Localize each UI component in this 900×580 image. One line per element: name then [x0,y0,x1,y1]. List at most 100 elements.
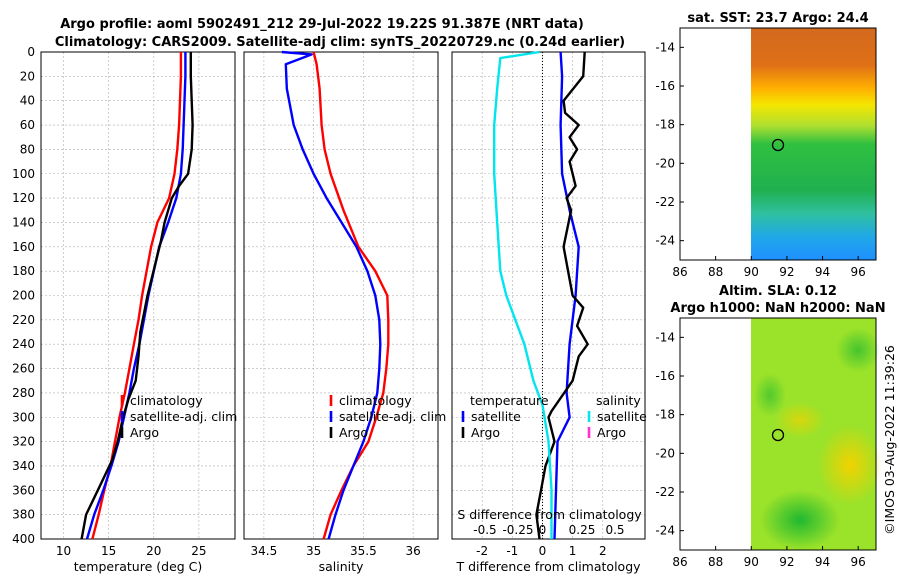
y-tick-label: 360 [12,483,35,497]
salinity-legend-item: climatology [339,393,412,408]
map-y-tick-label: -14 [655,330,675,344]
map-x-tick-label: 90 [744,555,759,569]
x-axis-label: T difference from climatology [455,559,641,574]
plot-frame [243,51,439,540]
difference-legend-item: satellite [471,409,521,424]
sla-anomaly-low [754,373,786,417]
map-y-tick-label: -22 [655,195,675,209]
y-tick-label: 280 [12,386,35,400]
salinity-panel: 34.5 35 35.5 36 salinity climatologysatellite… [243,50,446,574]
x-tick-label: -1 [506,544,518,558]
sst-map-title: sat. SST: 23.7 Argo: 24.4 [687,11,868,26]
sla-map: 86 88 90 92 94 96 -14 -16 -18 -20 -22 -24 [655,317,882,569]
difference-legend-item: Argo [597,425,626,440]
y-tick-label: 240 [12,337,35,351]
y-tick-label: 20 [20,69,35,83]
map-x-tick-label: 96 [851,555,866,569]
salinity-legend-item: Argo [339,425,368,440]
secondary-x-tick-label: 0.5 [605,523,624,537]
map-x-tick-label: 94 [815,265,830,279]
sla-argo-marker [771,428,785,442]
sla-map-title-line-2: Argo h1000: NaN h2000: NaN [670,301,885,316]
imos-timestamp: ©IMOS 03-Aug-2022 11:39:26 [882,345,897,535]
plot-frame [40,51,236,540]
x-tick-label: 34.5 [251,544,278,558]
map-y-tick-label: -24 [655,234,675,248]
y-tick-label: 0 [27,45,35,59]
map-x-tick-label: 88 [708,265,723,279]
salinity-legend-item: satellite-adj. clim [339,409,446,424]
map-y-tick-label: -22 [655,485,675,499]
difference-line-salinity-satellite [493,50,553,539]
y-tick-label: 380 [12,508,35,522]
map-y-tick-label: -20 [655,156,675,170]
x-tick-label: 25 [191,544,206,558]
x-tick-label: 10 [56,544,71,558]
x-axis-label: salinity [319,559,364,574]
x-tick-label: 35 [306,544,321,558]
difference-line-temperature-argo [535,51,589,540]
secondary-x-tick-label: 0 [539,523,547,537]
map-y-tick-label: -24 [655,524,675,538]
secondary-x-tick-label: -0.25 [502,523,533,537]
y-tick-label: 160 [12,240,35,254]
sla-anomaly-low [836,328,880,372]
sst-argo-marker [771,138,785,152]
map-x-tick-label: 92 [779,555,794,569]
difference-legend-item: Argo [471,425,500,440]
y-tick-label: 320 [12,435,35,449]
y-tick-label: 200 [12,289,35,303]
map-y-tick-label: -16 [655,79,675,93]
secondary-x-tick-label: 0.25 [569,523,596,537]
legend-title-temperature: temperature [470,393,549,408]
difference-line-temperature-satellite [553,51,580,540]
map-y-tick-label: -14 [655,40,675,54]
map-x-tick-label: 86 [672,265,687,279]
map-y-tick-label: -18 [655,408,675,422]
y-tick-label: 300 [12,410,35,424]
sla-anomaly-high [818,425,882,505]
y-tick-label: 340 [12,459,35,473]
x-tick-label: 36 [405,544,420,558]
map-x-tick-label: 88 [708,555,723,569]
plot-frame [451,51,646,540]
y-tick-label: 40 [20,94,35,108]
sst-map: 86 88 90 92 94 96 -14 -16 -18 -20 -22 -24 [655,27,877,279]
sst-map-frame [679,27,877,261]
map-x-tick-label: 86 [672,555,687,569]
map-y-tick-label: -20 [655,446,675,460]
map-x-tick-label: 94 [815,555,830,569]
sla-map-frame [679,317,877,551]
temperature-legend-item: satellite-adj. clim [130,409,237,424]
y-tick-label: 60 [20,118,35,132]
y-tick-label: 120 [12,191,35,205]
sla-map-title-line-1: Altim. SLA: 0.12 [719,284,837,299]
temperature-legend-item: Argo [130,425,159,440]
difference-legend-item: satellite [597,409,647,424]
temperature-line-argo [80,52,194,540]
y-tick-label: 400 [12,532,35,546]
x-tick-label: 0 [539,544,547,558]
temperature-panel: 0 20 40 60 80 100 120 140 160 180 200 220 240 260 280 3… [12,45,237,574]
map-y-tick-label: -16 [655,369,675,383]
difference-panel: -2 -1 0 1 2T difference from climatology S di… [451,50,647,574]
figure-title-line-2: Climatology: CARS2009. Satellite-adj cli… [55,35,625,50]
x-tick-label: 35.5 [350,544,377,558]
y-tick-label: 220 [12,313,35,327]
x-tick-label: 1 [569,544,577,558]
x-tick-label: 20 [146,544,161,558]
sla-anomaly-high [775,402,825,438]
figure-title-line-1: Argo profile: aoml 5902491_212 29-Jul-20… [60,17,584,32]
x-axis-label: temperature (deg C) [74,559,203,574]
x-tick-label: -2 [476,544,488,558]
y-tick-label: 260 [12,362,35,376]
y-tick-label: 140 [12,215,35,229]
salinity-line-satellite-adj-clim [281,50,382,540]
map-x-tick-label: 92 [779,265,794,279]
map-x-tick-label: 90 [744,265,759,279]
map-y-tick-label: -18 [655,118,675,132]
y-tick-label: 180 [12,264,35,278]
secondary-x-axis-label: S difference from climatology [457,507,642,522]
sst-field [751,28,876,260]
y-tick-label: 80 [20,142,35,156]
